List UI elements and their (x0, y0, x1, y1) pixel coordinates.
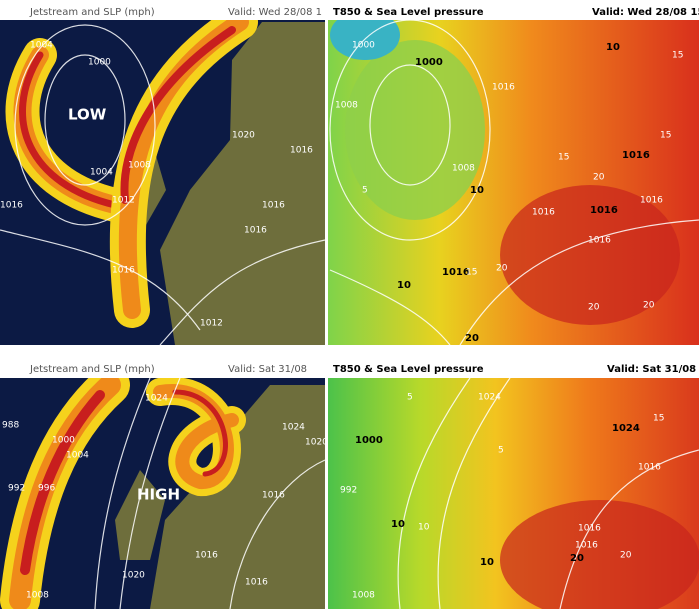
contour-label: 1008 (335, 101, 358, 111)
contour-label: 1008 (352, 591, 375, 601)
valid-time: Valid: Sat 31/08 (607, 364, 696, 375)
contour-label: 1008 (128, 161, 151, 171)
contour-label: 988 (2, 421, 19, 431)
warm-pool (500, 500, 699, 613)
valid-time: Valid: Wed 28/08 1 (228, 7, 322, 18)
contour-label: 992 (8, 484, 25, 494)
contour-label: 10 (470, 185, 484, 196)
contour-label: 1016 (262, 491, 285, 501)
contour-label: 5 (498, 446, 504, 456)
jet-stream (5, 4, 258, 328)
contour-label: 1020 (232, 131, 255, 141)
contour-label: 20 (620, 551, 632, 561)
contour-label: 15 (466, 268, 477, 278)
isobars (0, 24, 326, 346)
panel-title: Jetstream and SLP (mph) (29, 364, 155, 375)
contour-label: 1016 (492, 83, 515, 93)
contour-label: 1020 (305, 438, 328, 448)
contour-label: 1000 (52, 436, 75, 446)
contour-label: 20 (570, 553, 584, 564)
warm-pool (500, 185, 680, 325)
contour-label: 1000 (352, 41, 375, 51)
panel-title: T850 & Sea Level pressure (333, 364, 484, 375)
contour-label: 1016 (578, 524, 601, 534)
contour-label: 1024 (478, 393, 501, 403)
contour-label: 1004 (30, 41, 53, 51)
contour-label: 1016 (290, 146, 313, 156)
contour-label: 1016 (442, 267, 470, 278)
contour-label: 20 (593, 173, 605, 183)
contour-label: 20 (465, 333, 479, 344)
contour-label: 1020 (122, 571, 145, 581)
contour-label: 10 (397, 280, 411, 291)
contour-label: 10 (606, 42, 620, 53)
contour-label: 20 (496, 264, 508, 274)
isobars (397, 377, 699, 610)
contour-label: 15 (660, 131, 671, 141)
contour-label: 1016 (622, 150, 650, 161)
contour-label: 15 (558, 153, 569, 163)
contour-label: 996 (38, 484, 55, 494)
contour-label: 1016 (590, 205, 618, 216)
contour-label: 1016 (244, 226, 267, 236)
contour-label: 1000 (355, 435, 383, 446)
contour-label: 1024 (282, 423, 305, 433)
contour-label: 1016 (195, 551, 218, 561)
isobars (94, 377, 326, 610)
contour-label: 15 (653, 414, 664, 424)
contour-label: 10 (418, 523, 430, 533)
contour-label: 1016 (638, 463, 661, 473)
contour-label: 992 (340, 486, 357, 496)
contour-label: 15 (672, 51, 683, 61)
contour-label: 1024 (612, 423, 640, 434)
contour-label: 1016 (640, 196, 663, 206)
cold-pool (330, 10, 400, 60)
land (160, 22, 325, 345)
jet-stream (0, 365, 246, 613)
contour-label: 1016 (0, 201, 23, 211)
contour-label: 1012 (200, 319, 223, 329)
contour-label: 1016 (245, 578, 268, 588)
contour-label: 1012 (112, 196, 135, 206)
contour-label: 1016 (112, 266, 135, 276)
panel-title: Jetstream and SLP (mph) (29, 7, 155, 18)
valid-time: Valid: Sat 31/08 (228, 364, 307, 375)
panel-title: T850 & Sea Level pressure (333, 7, 484, 18)
contour-label: 1008 (26, 591, 49, 601)
contour-label: 5 (362, 186, 368, 196)
contour-label: 1016 (262, 201, 285, 211)
contour-label: 1016 (532, 208, 555, 218)
contour-label: 1000 (88, 58, 111, 68)
contour-label: 20 (588, 303, 600, 313)
contour-label: 1004 (90, 168, 113, 178)
pressure-feature: LOW (68, 106, 107, 124)
contour-label: 10 (480, 557, 494, 568)
header-bar (0, 345, 699, 378)
contour-label: 1016 (588, 236, 611, 246)
land (150, 385, 325, 609)
contour-label: 20 (643, 301, 655, 311)
contour-label: 1000 (415, 57, 443, 68)
contour-label: 1004 (66, 451, 89, 461)
contour-label: 1024 (145, 394, 168, 404)
contour-label: 1008 (452, 164, 475, 174)
pressure-feature: HIGH (137, 486, 180, 504)
land (115, 470, 165, 560)
contour-label: 1016 (575, 541, 598, 551)
header-bar (0, 0, 699, 20)
valid-time: Valid: Wed 28/08 15 (592, 7, 699, 18)
contour-label: 10 (391, 519, 405, 530)
contour-label: 5 (407, 393, 413, 403)
